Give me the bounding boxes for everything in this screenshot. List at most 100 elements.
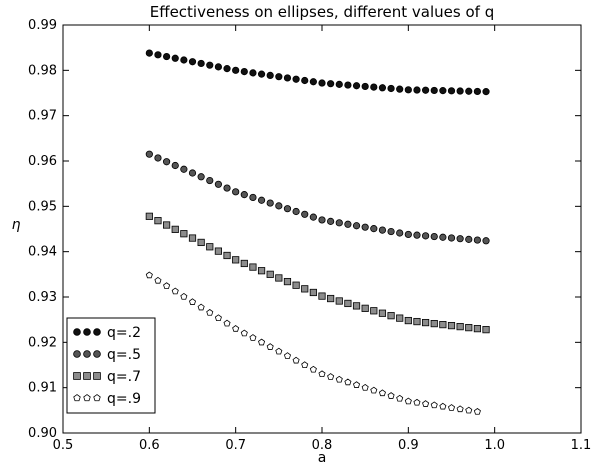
y-tick-label: 0.93: [28, 290, 57, 305]
data-point: [301, 285, 309, 293]
data-point: [232, 188, 240, 196]
data-point: [378, 226, 387, 234]
data-point: [404, 230, 412, 239]
data-point: [232, 66, 240, 74]
data-point: [223, 65, 231, 73]
data-point: [327, 217, 335, 225]
data-point: [387, 392, 395, 399]
data-point: [283, 277, 292, 286]
data-point: [232, 256, 240, 264]
x-axis-label: a: [318, 450, 327, 464]
data-point: [482, 326, 490, 334]
data-point: [301, 76, 309, 85]
legend-marker: [93, 328, 101, 336]
y-tick-label: 0.95: [28, 199, 57, 214]
legend-label: q=.7: [107, 369, 141, 385]
data-point: [370, 386, 378, 394]
data-point: [396, 229, 404, 237]
data-point: [387, 84, 395, 93]
data-point: [145, 49, 153, 57]
data-point: [171, 161, 179, 170]
data-point: [344, 220, 352, 228]
data-point: [318, 79, 326, 87]
data-point: [421, 318, 430, 327]
data-point: [465, 87, 473, 95]
data-point: [154, 154, 162, 162]
data-point: [258, 338, 266, 346]
data-point: [188, 58, 197, 66]
legend-marker: [93, 350, 101, 358]
data-point: [163, 158, 171, 166]
data-point: [283, 74, 292, 82]
data-point: [154, 51, 162, 59]
data-point: [206, 243, 214, 251]
x-tick-label: 1.0: [484, 438, 505, 453]
data-point: [275, 73, 283, 81]
data-point: [249, 334, 257, 341]
data-point: [344, 299, 352, 308]
data-point: [456, 323, 464, 331]
y-tick-label: 0.97: [28, 109, 57, 124]
data-point: [240, 68, 248, 76]
data-point: [378, 84, 387, 92]
data-point: [421, 86, 430, 94]
data-point: [378, 309, 387, 317]
data-point: [197, 59, 205, 68]
data-point: [361, 383, 369, 391]
data-point: [206, 61, 214, 69]
data-point: [197, 173, 205, 181]
data-point: [223, 319, 231, 327]
data-point: [335, 80, 343, 88]
legend-marker: [93, 372, 101, 380]
data-point: [327, 294, 335, 303]
data-point: [456, 87, 464, 95]
data-point: [292, 207, 300, 216]
data-point: [378, 389, 386, 397]
data-point: [404, 316, 412, 325]
data-point: [197, 238, 205, 247]
data-point: [370, 307, 378, 315]
data-point: [249, 69, 257, 77]
data-point: [249, 263, 257, 271]
data-point: [447, 87, 456, 95]
legend-marker: [73, 372, 81, 380]
data-point: [171, 54, 179, 62]
series-1: [145, 49, 490, 96]
data-point: [309, 213, 317, 221]
legend-marker: [83, 350, 91, 358]
data-point: [180, 165, 188, 173]
data-point: [180, 230, 188, 238]
data-point: [240, 259, 248, 268]
data-point: [257, 196, 266, 204]
legend-label: q=.2: [107, 325, 141, 341]
data-point: [352, 222, 361, 230]
data-point: [473, 87, 481, 96]
data-point: [292, 356, 300, 364]
data-point: [163, 282, 171, 289]
data-point: [465, 406, 473, 414]
data-point: [301, 210, 309, 218]
data-point: [214, 314, 222, 322]
data-point: [482, 237, 490, 245]
data-point: [456, 235, 464, 243]
data-point: [154, 276, 162, 284]
data-point: [162, 221, 171, 229]
data-point: [283, 205, 292, 213]
data-point: [266, 71, 274, 80]
legend-box: [66, 317, 156, 414]
data-point: [421, 232, 430, 240]
data-point: [309, 365, 317, 373]
data-point: [214, 63, 222, 71]
legend-item: q=.7: [73, 369, 141, 385]
data-point: [318, 216, 326, 224]
data-point: [370, 225, 378, 233]
data-point: [344, 378, 352, 386]
data-point: [447, 404, 456, 411]
data-point: [456, 405, 464, 413]
data-point: [257, 70, 266, 78]
data-point: [206, 308, 214, 316]
data-point: [206, 176, 214, 185]
data-point: [232, 325, 240, 332]
data-point: [197, 303, 205, 311]
